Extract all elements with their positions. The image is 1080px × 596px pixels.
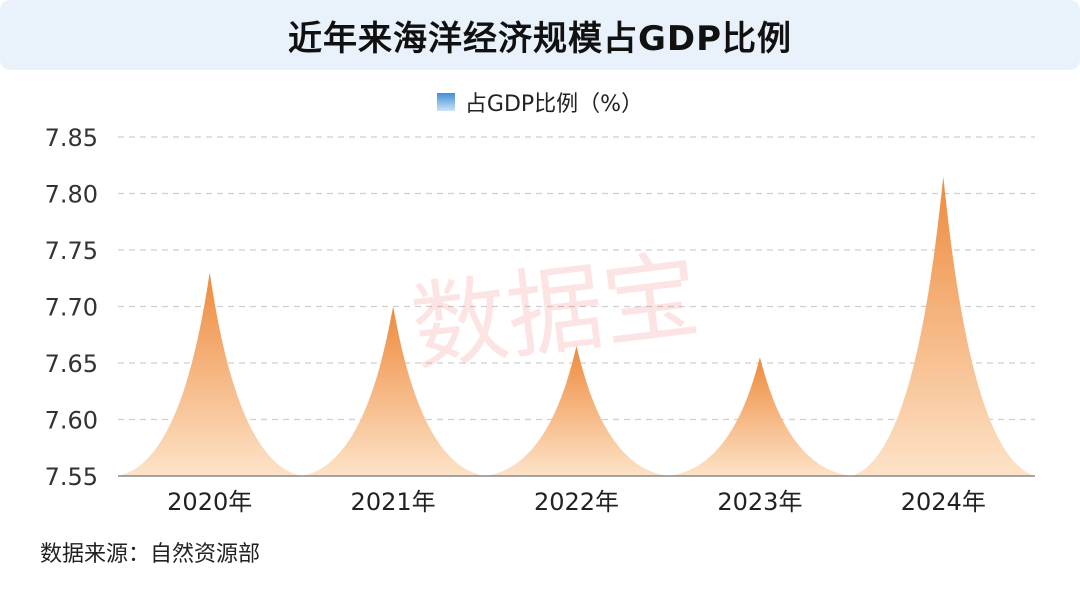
gridlines bbox=[118, 136, 1035, 421]
legend-swatch bbox=[436, 93, 455, 111]
x-axis-categories: 2020年 2021年 2022年 2023年 2024年 bbox=[167, 488, 986, 516]
y-tick-label: 7.60 bbox=[45, 407, 98, 435]
x-category-label: 2022年 bbox=[534, 488, 619, 516]
x-category-label: 2020年 bbox=[167, 488, 252, 516]
legend-label: 占GDP比例（%） bbox=[464, 92, 644, 117]
y-tick-label: 7.70 bbox=[45, 294, 98, 322]
data-peak bbox=[118, 272, 302, 476]
title-bar: 近年来海洋经济规模占GDP比例 bbox=[0, 0, 1080, 70]
y-tick-label: 7.55 bbox=[45, 463, 98, 491]
source-note: 数据来源：自然资源部 bbox=[40, 542, 261, 567]
x-category-label: 2024年 bbox=[901, 488, 986, 516]
chart-title: 近年来海洋经济规模占GDP比例 bbox=[287, 18, 793, 59]
x-category-label: 2021年 bbox=[351, 488, 436, 516]
y-tick-label: 7.80 bbox=[45, 181, 98, 209]
data-peak bbox=[851, 176, 1035, 477]
y-axis-ticks: 7.55 7.60 7.65 7.70 7.75 7.80 7.85 bbox=[45, 124, 98, 491]
legend: 占GDP比例（%） bbox=[0, 86, 1080, 118]
data-peak bbox=[301, 306, 485, 476]
data-peak bbox=[668, 357, 852, 476]
y-tick-label: 7.65 bbox=[45, 350, 98, 378]
y-tick-label: 7.75 bbox=[45, 237, 98, 265]
data-peaks bbox=[118, 176, 1035, 477]
x-category-label: 2023年 bbox=[717, 488, 802, 516]
data-peak bbox=[484, 346, 669, 476]
y-tick-label: 7.85 bbox=[45, 124, 98, 152]
